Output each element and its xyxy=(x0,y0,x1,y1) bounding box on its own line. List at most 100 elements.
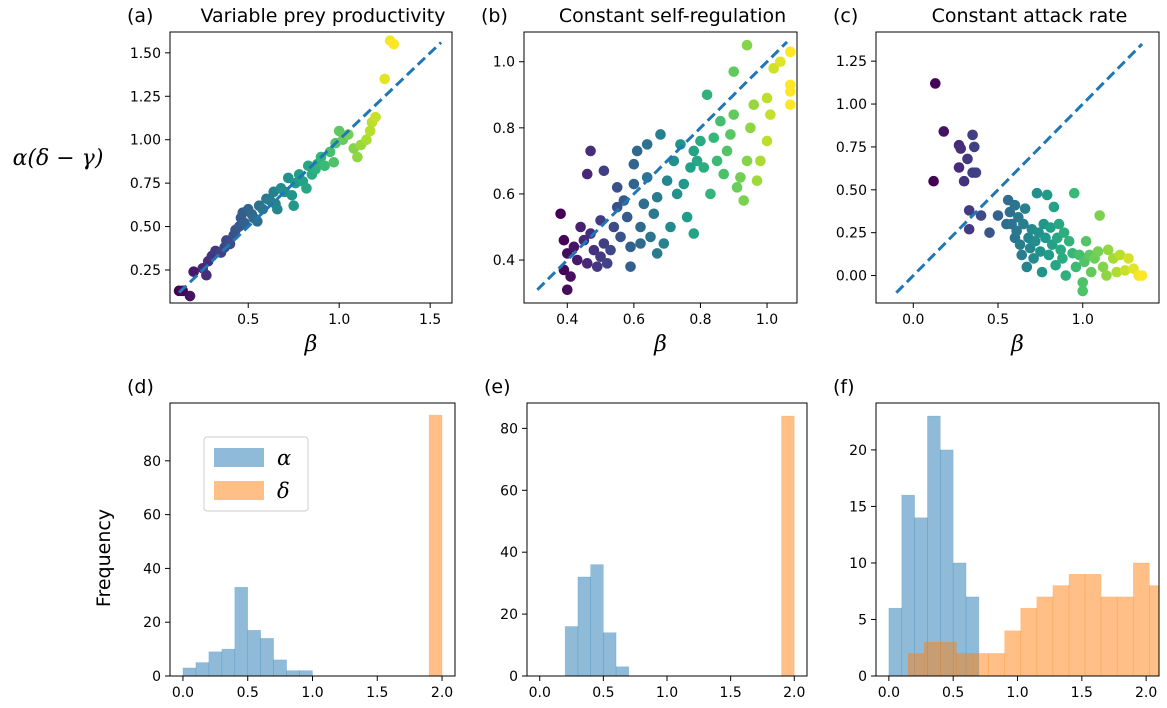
panel-label-d: (d) xyxy=(127,376,154,398)
scatter-point xyxy=(1021,261,1033,273)
hist-bar-delta xyxy=(428,414,443,676)
scatter-point xyxy=(958,175,970,187)
scatter-point xyxy=(333,125,345,137)
scatter-point xyxy=(705,188,716,200)
legend: α δ xyxy=(203,436,309,512)
y-tick-label: 0.00 xyxy=(836,269,867,285)
axes-frame-b xyxy=(523,31,798,304)
scatter-point xyxy=(975,210,987,221)
y-tick-label: 0.50 xyxy=(130,220,161,236)
y-tick-label: 1.00 xyxy=(130,133,161,149)
y-tick-label: 5 xyxy=(858,612,867,628)
scatter-point xyxy=(728,66,740,77)
x-axis-label-c: β xyxy=(1010,332,1024,357)
scatter-point xyxy=(635,221,646,233)
scatter-point xyxy=(1019,203,1031,214)
scatter-point xyxy=(625,261,636,272)
scatter-point xyxy=(188,266,199,278)
hist-bar-alpha xyxy=(603,632,617,676)
scatter-point xyxy=(1055,244,1067,256)
panel-label-e: (e) xyxy=(484,376,511,398)
scatter-point xyxy=(1092,246,1104,257)
x-tick-label: 1.0 xyxy=(756,312,778,328)
scatter-point xyxy=(631,145,643,157)
x-tick-label: 1.0 xyxy=(1006,685,1028,701)
y-tick-label: 0.75 xyxy=(130,176,161,192)
scatter-point xyxy=(688,228,700,239)
scatter-point xyxy=(761,92,773,104)
scatter-point xyxy=(963,223,975,235)
x-tick-label: 0.5 xyxy=(987,312,1009,328)
scatter-point xyxy=(785,46,796,58)
x-tick-label: 1.5 xyxy=(720,685,742,701)
scatter-point xyxy=(1114,249,1126,261)
x-tick-label: 1.5 xyxy=(1071,685,1093,701)
scatter-point xyxy=(671,188,683,200)
y-tick-label: 0 xyxy=(858,669,867,685)
scatter-point xyxy=(1123,253,1134,264)
scatter-point xyxy=(581,168,593,180)
scatter-point xyxy=(1070,261,1082,273)
scatter-point xyxy=(721,145,733,157)
scatter-y-axis-label: α(δ − γ) xyxy=(13,146,104,171)
scatter-point xyxy=(645,231,656,243)
hist-bar-delta xyxy=(972,653,989,676)
panel-label-c: (c) xyxy=(833,5,858,27)
y-tick-label: 20 xyxy=(500,607,518,623)
plot-area-d xyxy=(182,414,443,676)
panel-label-a: (a) xyxy=(127,5,153,27)
scatter-point xyxy=(725,129,736,140)
x-tick-label: 1.0 xyxy=(656,685,678,701)
scatter-point xyxy=(775,56,786,68)
scatter-point xyxy=(651,248,663,259)
scatter-point xyxy=(938,126,950,137)
x-tick-label: 0.5 xyxy=(942,685,964,701)
y-tick-label: 0 xyxy=(509,669,518,685)
hist-bar-alpha xyxy=(299,670,313,676)
scatter-point xyxy=(1014,239,1026,250)
panel-label-b: (b) xyxy=(481,5,508,27)
panel-title-b: Constant self-regulation xyxy=(559,5,786,27)
legend-delta-swatch xyxy=(214,481,264,500)
x-tick-label: 0.0 xyxy=(172,685,194,701)
plot-area-b xyxy=(536,39,796,296)
y-tick-label: 0.8 xyxy=(493,121,515,137)
plot-area-a xyxy=(173,35,443,302)
scatter-point xyxy=(655,129,666,140)
scatter-point xyxy=(565,271,576,282)
hist-bar-alpha xyxy=(234,586,249,676)
scatter-point xyxy=(1031,187,1043,199)
y-tick-label: 80 xyxy=(500,421,518,437)
y-tick-label: 1.50 xyxy=(130,46,161,62)
diagonal-line xyxy=(536,40,789,291)
scatter-point xyxy=(621,211,633,223)
scatter-point xyxy=(324,146,336,158)
diagonal-line xyxy=(178,41,443,294)
scatter-point xyxy=(745,122,756,134)
scatter-point xyxy=(581,258,593,269)
scatter-point xyxy=(698,162,710,173)
hist-bar-alpha xyxy=(927,415,941,676)
scatter-point xyxy=(715,115,726,127)
x-tick-label: 2.0 xyxy=(1135,685,1157,701)
y-tick-label: 0.4 xyxy=(493,253,515,269)
panel-label-f: (f) xyxy=(833,376,855,398)
x-tick-label: 1.5 xyxy=(419,312,441,328)
scatter-point xyxy=(1011,225,1022,237)
panel-f-histogram: (f) 0.0 0.5 1.0 1.5 2.0 0 5 10 15 20 xyxy=(833,376,1160,701)
hist-bar-delta xyxy=(1149,585,1159,676)
scatter-point xyxy=(648,208,660,220)
scatter-point xyxy=(1016,249,1028,261)
hist-bar-delta xyxy=(1068,573,1086,676)
scatter-point xyxy=(708,132,720,144)
scatter-point xyxy=(608,221,620,233)
scatter-point xyxy=(1028,253,1039,264)
hist-bar-delta xyxy=(907,653,925,676)
scatter-point xyxy=(1035,246,1046,257)
scatter-point xyxy=(601,258,613,269)
x-tick-label: 1.5 xyxy=(366,685,388,701)
scatter-point xyxy=(741,39,753,51)
scatter-point xyxy=(711,155,723,167)
